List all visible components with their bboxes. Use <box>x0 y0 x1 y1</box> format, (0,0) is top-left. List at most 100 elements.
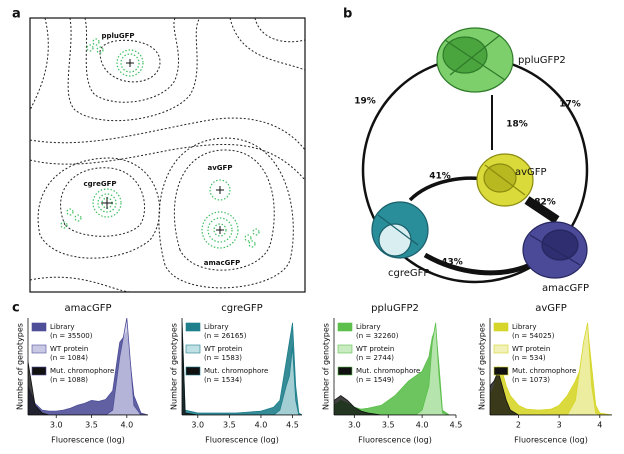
x-tick-label: 3.5 <box>382 421 395 430</box>
legend-count: (n = 1583) <box>204 354 242 362</box>
peak-ring <box>213 223 227 237</box>
density-area <box>490 322 612 415</box>
legend-name: WT protein <box>204 345 242 353</box>
peak-ring <box>97 193 117 213</box>
x-axis-label: Fluorescence (log) <box>205 436 279 445</box>
edge <box>524 196 560 224</box>
node-label: amacGFP <box>542 283 589 294</box>
chart-title: amacGFP <box>64 303 111 314</box>
legend-count: (n = 534) <box>512 354 546 362</box>
contour <box>29 117 306 151</box>
legend-swatch <box>185 366 201 376</box>
edge-label: 19% <box>354 97 376 107</box>
density-area <box>490 370 612 415</box>
landscape-label: amacGFP <box>204 259 241 267</box>
contour <box>84 17 179 103</box>
contour <box>29 17 49 111</box>
node-label: cgreGFP <box>388 268 429 279</box>
peak-ring <box>92 188 122 218</box>
x-tick-label: 3.0 <box>348 421 361 430</box>
x-tick-label: 3.5 <box>223 421 236 430</box>
edge-label: 82% <box>534 198 556 208</box>
peak-ring <box>120 53 140 73</box>
landscape-label: cgreGFP <box>83 180 116 188</box>
edge-label: 17% <box>559 100 581 110</box>
legend-count: (n = 54025) <box>512 332 555 340</box>
legend-count: (n = 1084) <box>50 354 88 362</box>
legend-name: WT protein <box>50 345 88 353</box>
peak-ring <box>207 217 233 243</box>
legend-count: (n = 1073) <box>512 376 550 384</box>
chart-title: ppluGFP2 <box>371 303 419 314</box>
legend-swatch <box>493 322 509 332</box>
x-tick-label: 3.0 <box>191 421 204 430</box>
legend-swatch <box>337 344 353 354</box>
peak-ring <box>209 179 231 201</box>
legend-count: (n = 35500) <box>50 332 93 340</box>
protein-structure <box>371 201 429 259</box>
legend-name: WT protein <box>356 345 394 353</box>
y-axis-label: Number of genotypes <box>478 323 487 410</box>
edge-label: 43% <box>441 258 463 268</box>
legend-swatch <box>31 322 47 332</box>
contour <box>254 17 306 43</box>
legend-swatch <box>337 322 353 332</box>
density-charts: Library(n = 35500)WT protein(n = 1084)Mu… <box>16 303 612 445</box>
protein-structure <box>476 153 534 207</box>
y-axis-label: Number of genotypes <box>16 323 25 410</box>
legend-swatch <box>493 366 509 376</box>
legend-count: (n = 32260) <box>356 332 399 340</box>
edge <box>423 252 531 276</box>
protein-structure <box>436 27 514 93</box>
peak-ring <box>116 49 144 77</box>
legend-name: Library <box>512 323 536 331</box>
density-area <box>28 361 148 415</box>
contour <box>173 149 275 271</box>
x-tick-label: 4.0 <box>255 421 268 430</box>
landscape: ppluGFP cgreGFP avGFP amacGFP <box>29 17 306 293</box>
chart-title: avGFP <box>535 303 567 314</box>
x-tick-label: 3.5 <box>85 421 98 430</box>
x-tick-label: 4.0 <box>416 421 429 430</box>
contour <box>29 276 131 293</box>
landscape-label: avGFP <box>208 164 233 172</box>
legend-name: Mut. chromophore <box>356 367 420 375</box>
legend-name: Library <box>204 323 228 331</box>
legend-count: (n = 26165) <box>204 332 247 340</box>
legend-name: Library <box>50 323 74 331</box>
peak-dots <box>60 38 260 248</box>
y-axis-label: Number of genotypes <box>322 323 331 410</box>
contour <box>229 17 306 71</box>
node-label: avGFP <box>515 167 547 178</box>
density-area <box>334 322 456 415</box>
contour <box>60 167 146 237</box>
peak-cross <box>101 59 224 234</box>
x-tick-label: 2 <box>516 421 521 430</box>
x-axis-label: Fluorescence (log) <box>358 436 432 445</box>
x-tick-label: 3.0 <box>50 421 63 430</box>
network: ppluGFP2 avGFP cgreGFP amacGFP 19% 17% 1… <box>354 27 589 294</box>
landscape-label: ppluGFP <box>101 32 134 40</box>
contour <box>29 143 306 181</box>
density-area <box>28 318 148 415</box>
panel-label: a <box>12 7 21 22</box>
frame <box>29 17 306 293</box>
legend-name: Mut. chromophore <box>50 367 114 375</box>
node-label: ppluGFP2 <box>518 55 566 66</box>
legend-name: Library <box>356 323 380 331</box>
x-tick-label: 4 <box>597 421 602 430</box>
chart-title: cgreGFP <box>221 303 262 314</box>
protein-structure <box>522 221 588 279</box>
x-axis-label: Fluorescence (log) <box>51 436 125 445</box>
y-axis-label: Number of genotypes <box>170 323 179 410</box>
contour <box>37 157 161 259</box>
legend-swatch <box>493 344 509 354</box>
legend-count: (n = 2744) <box>356 354 394 362</box>
legend-swatch <box>31 366 47 376</box>
edge-label: 41% <box>429 172 451 182</box>
x-tick-label: 4.0 <box>120 421 133 430</box>
x-tick-label: 4.5 <box>450 421 463 430</box>
contour <box>67 17 201 122</box>
legend-count: (n = 1534) <box>204 376 242 384</box>
